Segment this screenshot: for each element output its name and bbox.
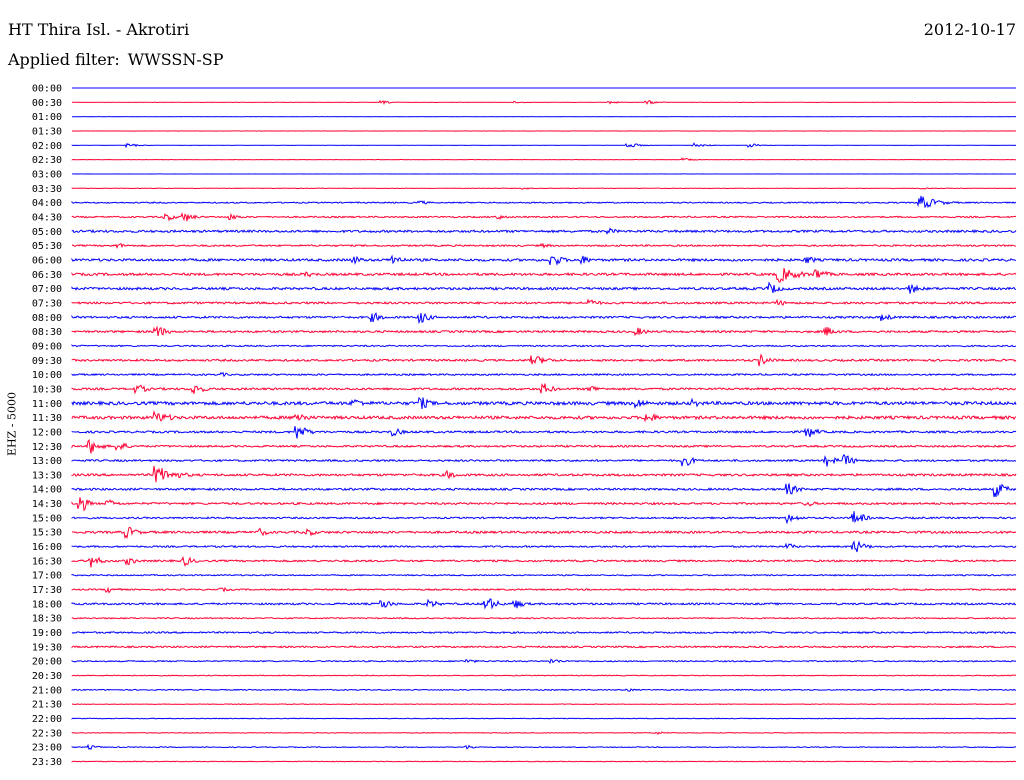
trace-0230 xyxy=(71,157,1017,162)
time-label-0000: 00:00 xyxy=(32,84,62,95)
record-date: 2012-10-17 xyxy=(923,20,1016,39)
trace-1330 xyxy=(71,465,1017,483)
trace-1800 xyxy=(71,598,1017,610)
time-label-2130: 21:30 xyxy=(32,700,62,711)
trace-0530 xyxy=(71,242,1017,249)
time-label-0800: 08:00 xyxy=(32,313,62,324)
filter-value: WWSSN-SP xyxy=(127,50,224,69)
time-label-2100: 21:00 xyxy=(32,685,62,696)
time-label-1100: 11:00 xyxy=(32,399,62,410)
time-label-1530: 15:30 xyxy=(32,528,62,539)
time-label-1030: 10:30 xyxy=(32,384,62,395)
time-label-0430: 04:30 xyxy=(32,212,62,223)
trace-1530 xyxy=(71,526,1017,540)
filter-label: Applied filter: xyxy=(8,50,120,69)
trace-0400 xyxy=(71,195,1017,209)
time-label-2000: 20:00 xyxy=(32,657,62,668)
time-label-1300: 13:00 xyxy=(32,456,62,467)
time-label-1500: 15:00 xyxy=(32,513,62,524)
trace-2230 xyxy=(71,731,1016,735)
trace-2130 xyxy=(71,703,1016,706)
trace-1900 xyxy=(71,630,1017,635)
trace-1230 xyxy=(71,439,1017,454)
time-label-0730: 07:30 xyxy=(32,298,62,309)
trace-2030 xyxy=(71,674,1017,677)
trace-0030 xyxy=(72,99,1016,105)
time-label-0400: 04:00 xyxy=(32,198,62,209)
time-label-0930: 09:30 xyxy=(32,356,62,367)
trace-0800 xyxy=(71,312,1017,325)
time-label-1700: 17:00 xyxy=(32,571,62,582)
trace-0630 xyxy=(71,268,1017,283)
trace-1300 xyxy=(71,453,1017,467)
time-label-0130: 01:30 xyxy=(32,126,62,137)
time-label-1230: 12:30 xyxy=(32,442,62,453)
trace-1930 xyxy=(71,645,1017,649)
trace-1630 xyxy=(71,555,1017,568)
trace-1130 xyxy=(71,409,1017,423)
time-label-0530: 05:30 xyxy=(32,241,62,252)
trace-1430 xyxy=(71,497,1017,512)
time-label-1430: 14:30 xyxy=(32,499,62,510)
time-label-1930: 19:30 xyxy=(32,642,62,653)
time-label-1600: 16:00 xyxy=(32,542,62,553)
trace-0830 xyxy=(71,325,1017,337)
time-label-0200: 02:00 xyxy=(32,141,62,152)
time-label-2230: 22:30 xyxy=(32,728,62,739)
trace-1700 xyxy=(71,573,1017,577)
time-label-0100: 01:00 xyxy=(32,112,62,123)
time-label-0500: 05:00 xyxy=(32,227,62,238)
time-label-1730: 17:30 xyxy=(32,585,62,596)
trace-0730 xyxy=(71,298,1017,306)
trace-0200 xyxy=(71,142,1017,149)
time-label-0700: 07:00 xyxy=(32,284,62,295)
trace-1830 xyxy=(71,616,1017,620)
trace-1730 xyxy=(71,586,1017,594)
trace-2300 xyxy=(71,743,1017,750)
time-label-0030: 00:30 xyxy=(32,98,62,109)
time-label-1630: 16:30 xyxy=(32,556,62,567)
time-label-1400: 14:00 xyxy=(32,485,62,496)
trace-1500 xyxy=(71,511,1017,525)
time-label-0830: 08:30 xyxy=(32,327,62,338)
trace-0430 xyxy=(71,212,1017,222)
trace-0930 xyxy=(71,353,1017,367)
trace-0700 xyxy=(71,281,1017,294)
trace-2330 xyxy=(71,760,1016,763)
time-label-1800: 18:00 xyxy=(32,599,62,610)
time-label-1900: 19:00 xyxy=(32,628,62,639)
time-label-1130: 11:30 xyxy=(32,413,62,424)
station-title: HT Thira Isl. - Akrotiri xyxy=(8,20,190,39)
time-label-0230: 02:30 xyxy=(32,155,62,166)
time-label-2200: 22:00 xyxy=(32,714,62,725)
time-label-0600: 06:00 xyxy=(32,255,62,266)
trace-2200 xyxy=(71,717,1017,720)
time-label-0300: 03:00 xyxy=(32,169,62,180)
trace-2000 xyxy=(71,658,1017,665)
trace-0900 xyxy=(71,344,1017,348)
time-label-1200: 12:00 xyxy=(32,427,62,438)
time-label-0630: 06:30 xyxy=(32,270,62,281)
trace-1100 xyxy=(71,397,1017,410)
trace-2100 xyxy=(71,688,1017,692)
time-label-1000: 10:00 xyxy=(32,370,62,381)
time-label-2030: 20:30 xyxy=(32,671,62,682)
trace-1030 xyxy=(71,382,1017,395)
time-label-1830: 18:30 xyxy=(32,614,62,625)
time-label-0900: 09:00 xyxy=(32,341,62,352)
trace-1200 xyxy=(71,426,1017,439)
trace-1600 xyxy=(71,540,1017,553)
trace-1400 xyxy=(71,483,1017,498)
trace-0500 xyxy=(71,227,1017,235)
time-label-0330: 03:30 xyxy=(32,184,62,195)
time-label-2330: 23:30 xyxy=(32,757,62,768)
trace-0330 xyxy=(71,187,1017,190)
time-label-2300: 23:00 xyxy=(32,743,62,754)
time-label-1330: 13:30 xyxy=(32,470,62,481)
trace-0600 xyxy=(71,254,1017,266)
trace-1000 xyxy=(71,371,1017,378)
filter-info: Applied filter: WWSSN-SP xyxy=(8,50,223,69)
